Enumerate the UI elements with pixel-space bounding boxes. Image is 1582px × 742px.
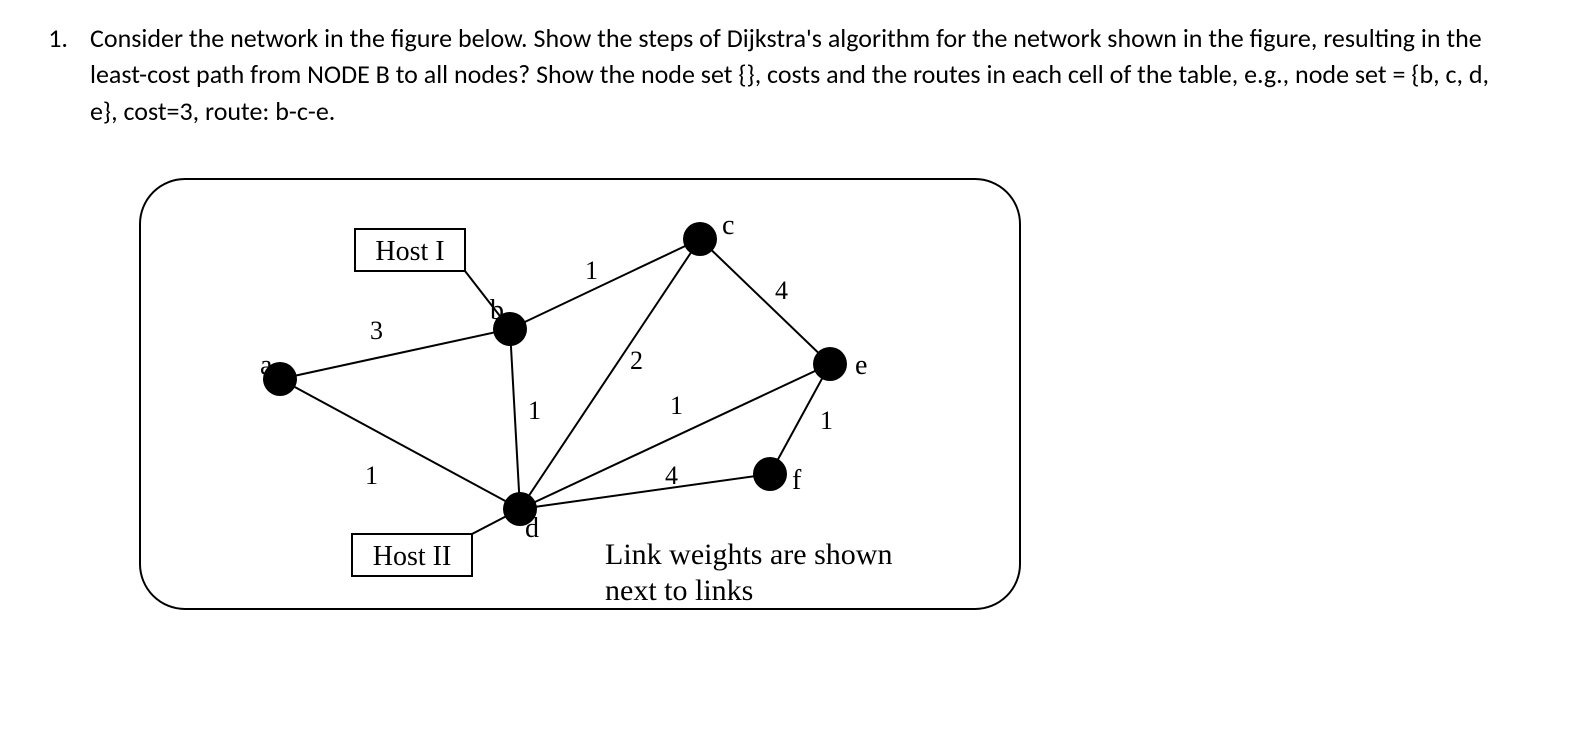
node-e [813,347,847,381]
node-label-b: b [490,295,504,326]
question-block: 1. Consider the network in the figure be… [40,20,1542,129]
node-label-f: f [792,465,802,496]
figure-caption-line-0: Link weights are shown [605,538,892,571]
node-label-a: a [260,350,273,381]
host-label-text-1: Host II [373,541,452,572]
node-label-e: e [855,350,867,381]
edge-weight-c-e: 4 [775,276,788,305]
edge-weight-a-b: 3 [370,316,383,345]
edge-weight-b-d: 1 [528,396,541,425]
node-label-c: c [722,210,734,241]
edge-weight-a-d: 1 [365,461,378,490]
edge-weight-d-c: 2 [630,346,643,375]
question-text: Consider the network in the figure below… [90,20,1490,129]
edge-weight-e-f: 1 [820,406,833,435]
network-diagram: 311121441Host IHost IIabcdefLink weights… [130,169,1030,619]
host-label-text-0: Host I [375,236,444,267]
edge-weight-d-e: 1 [670,391,683,420]
question-number: 1. [40,20,68,56]
figure-caption-line-1: next to links [605,574,753,607]
node-c [683,222,717,256]
figure-container: 311121441Host IHost IIabcdefLink weights… [130,169,1542,619]
edge-weight-b-c: 1 [585,256,598,285]
node-f [753,457,787,491]
page-root: 1. Consider the network in the figure be… [0,0,1582,742]
node-label-d: d [525,513,539,544]
edge-weight-d-f: 4 [665,461,678,490]
